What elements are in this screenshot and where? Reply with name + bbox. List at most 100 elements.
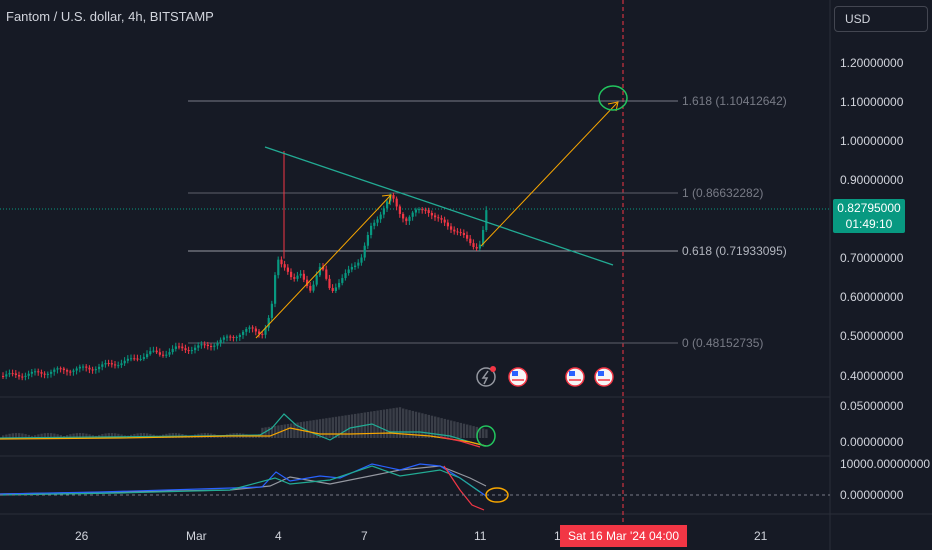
candle-body (318, 266, 321, 276)
candle-body (478, 244, 481, 249)
macd-histogram-bar (408, 410, 411, 438)
candle-body (27, 373, 30, 376)
arrow-impulse[interactable] (255, 195, 391, 339)
candle-body (430, 213, 433, 216)
oscillator-indicator-pane[interactable] (0, 463, 487, 511)
macd-histogram-bar (27, 434, 30, 438)
macd-histogram-bar (466, 424, 469, 438)
candle-body (139, 358, 142, 360)
candle-body (232, 336, 235, 338)
macd-histogram-bar (40, 433, 43, 438)
candle-body (107, 363, 110, 365)
candle-body (459, 232, 462, 234)
candle-body (104, 363, 107, 365)
macd-histogram-bar (8, 433, 11, 438)
macd-histogram-bar (309, 420, 312, 438)
macd-histogram-bar (18, 433, 21, 438)
macd-indicator-pane[interactable] (0, 407, 488, 448)
candle-body (450, 226, 453, 230)
time-axis-label: 21 (754, 529, 768, 543)
macd-histogram-bar (331, 417, 334, 438)
candle-body (357, 262, 360, 266)
macd-histogram-bar (286, 423, 290, 438)
cursor-date-tag: Sat 16 Mar '24 04:00 (560, 525, 687, 547)
macd-highlight-circle[interactable] (476, 425, 496, 447)
candle-body (248, 327, 251, 329)
fib-label-1618: 1.618 (1.10412642) (682, 94, 787, 108)
macd-line-red (439, 436, 481, 448)
macd-histogram-bar (142, 433, 146, 438)
candle-body (338, 282, 341, 288)
trendline-resistance[interactable] (264, 146, 614, 266)
macd-histogram-bar (50, 433, 53, 438)
candle-body (85, 366, 88, 368)
macd-histogram-bar (270, 426, 274, 438)
candle-body (418, 209, 421, 211)
macd-histogram-bar (82, 433, 85, 438)
candle-body (328, 278, 331, 289)
oscillator-line-grey (0, 465, 487, 495)
macd-histogram-bar (354, 413, 357, 438)
candle-body (181, 346, 184, 349)
candle-body (472, 243, 475, 248)
candle-body (274, 275, 277, 304)
price-axis-label: 0.60000000 (840, 290, 904, 304)
oscillator-line-red (443, 465, 485, 511)
candle-body (286, 267, 289, 272)
price-axis[interactable]: 1.20000000 1.10000000 1.00000000 0.90000… (840, 56, 904, 383)
macd-histogram-bar (318, 419, 322, 438)
candle-body (203, 344, 206, 346)
candle-body (299, 273, 302, 276)
candle-body (123, 360, 126, 364)
candle-body (59, 368, 62, 370)
candle-body (414, 209, 417, 213)
us-flag-event-icon[interactable] (594, 367, 614, 387)
candle-body (302, 273, 305, 280)
macd-histogram-bar (478, 427, 482, 438)
macd-histogram-bar (2, 435, 5, 438)
macd-histogram-bar (302, 421, 306, 438)
candle-body (213, 345, 216, 347)
candle-body (210, 346, 213, 348)
oscillator-line-blue (0, 463, 487, 497)
candle-body (126, 358, 129, 361)
candle-body (11, 373, 14, 375)
macd-histogram-bar (46, 433, 50, 438)
candle-body (110, 363, 113, 365)
candle-body (254, 328, 257, 332)
macd-histogram-bar (395, 407, 398, 438)
macd-histogram-bar (171, 433, 174, 438)
macd-histogram-bar (450, 420, 453, 438)
macd-histogram-bar (264, 427, 267, 438)
macd-histogram-bar (110, 433, 114, 438)
candle-body (344, 273, 347, 279)
candle-body (325, 269, 328, 279)
currency-button[interactable]: USD (834, 6, 928, 32)
lightning-event-icon[interactable] (476, 366, 496, 387)
candle-body (174, 346, 177, 349)
macd-histogram-bar (21, 433, 24, 438)
us-flag-event-icon[interactable] (508, 367, 528, 387)
candle-body (152, 350, 155, 352)
price-axis-label: 0.90000000 (840, 173, 904, 187)
candle-body (306, 279, 309, 286)
candle-body (91, 369, 94, 371)
macd-histogram-bar (456, 422, 459, 438)
candle-body (34, 371, 37, 373)
candle-body (149, 351, 152, 355)
arrow-projection[interactable] (480, 102, 618, 247)
macd-histogram-bar (69, 434, 72, 438)
candle-body (242, 331, 245, 335)
candle-body (376, 219, 379, 223)
macd-histogram-bar (398, 407, 402, 438)
candle-body (75, 368, 78, 371)
candle-body (235, 337, 238, 339)
time-axis[interactable]: 26 Mar 4 7 11 1 21 (75, 529, 768, 543)
us-flag-event-icon[interactable] (565, 367, 585, 387)
candle-body (466, 235, 469, 239)
oscillator-highlight-circle[interactable] (485, 487, 509, 503)
candle-body (363, 245, 366, 258)
candle-body (40, 372, 43, 374)
target-circle[interactable] (598, 85, 628, 111)
